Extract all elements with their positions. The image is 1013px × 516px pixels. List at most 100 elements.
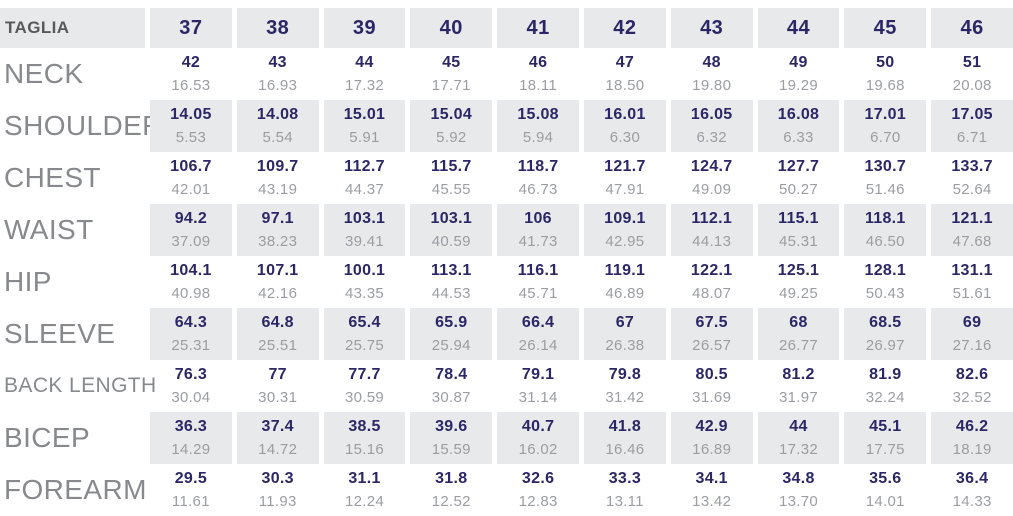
cm-value: 43	[268, 53, 287, 71]
cm-value: 64.8	[261, 313, 294, 331]
row-label: CHEST	[4, 162, 101, 193]
cm-value: 46.2	[955, 417, 989, 435]
cm-value: 42.9	[695, 417, 728, 435]
inch-value: 30.87	[431, 388, 471, 406]
measurement-cell: 119.1 46.89	[584, 256, 666, 308]
cm-value: 17.05	[951, 105, 993, 123]
inch-value: 26.14	[518, 336, 558, 354]
inch-value: 45.71	[518, 284, 558, 302]
inch-value: 17.32	[344, 76, 385, 94]
inch-value: 44.53	[431, 284, 471, 302]
measurement-cell: 97.1 38.23	[236, 204, 319, 256]
inch-value: 31.69	[692, 388, 732, 406]
cm-value: 115.1	[778, 209, 819, 227]
cm-value: 42	[181, 53, 201, 71]
measurement-cell: 46 18.11	[497, 48, 579, 100]
inch-value: 47.68	[952, 232, 992, 250]
measurement-cell: 29.5 11.61	[150, 464, 232, 516]
cm-value: 68.5	[869, 313, 902, 331]
measurement-cell: 127.7 50.27	[758, 152, 840, 204]
measurement-cell: 45.1 17.75	[844, 412, 927, 464]
inch-value: 43.35	[344, 284, 385, 302]
measurement-cell: 115.7 45.55	[410, 152, 492, 204]
cm-value: 80.5	[695, 365, 728, 383]
inch-value: 48.07	[692, 284, 732, 302]
cm-value: 112.7	[344, 157, 385, 175]
measurement-cell: 80.5 31.69	[671, 360, 753, 412]
cm-value: 133.7	[951, 157, 993, 175]
inch-value: 25.31	[171, 336, 211, 354]
measurement-cell: 64.3 25.31	[150, 308, 232, 360]
measurement-cell: 42.9 16.89	[670, 412, 753, 464]
cm-value: 121.7	[604, 157, 646, 175]
cm-value: 128.1	[864, 261, 907, 279]
inch-value: 42.95	[605, 232, 645, 250]
measurement-cell: 128.1 50.43	[844, 256, 926, 308]
row-label: HIP	[4, 266, 52, 297]
cm-value: 76.3	[174, 365, 208, 383]
inch-value: 14.01	[865, 492, 905, 510]
inch-value: 50.43	[865, 284, 905, 302]
inch-value: 16.46	[605, 440, 645, 458]
inch-value: 42.01	[171, 180, 211, 198]
cm-value: 79.1	[521, 365, 555, 383]
cm-value: 45	[442, 53, 461, 71]
inch-value: 26.77	[778, 336, 819, 354]
cm-value: 131.1	[951, 261, 993, 279]
cm-value: 68	[789, 313, 808, 331]
size-column-header: 42	[584, 8, 666, 48]
inch-value: 12.52	[431, 492, 471, 510]
measurement-cell: 31.1 12.24	[324, 464, 406, 516]
cm-value: 49	[789, 53, 808, 71]
measurement-cell: 65.4 25.75	[323, 308, 406, 360]
cm-value: 116.1	[517, 261, 559, 279]
measurement-cell: 30.3 11.93	[237, 464, 319, 516]
measurement-cell: 14.08 5.54	[236, 100, 319, 152]
cm-value: 37.4	[261, 417, 294, 435]
measurement-cell: 116.1 45.71	[497, 256, 579, 308]
inch-value: 5.94	[522, 128, 554, 146]
inch-value: 6.70	[870, 128, 901, 146]
cm-value: 130.7	[864, 157, 907, 175]
cm-value: 44	[355, 53, 374, 71]
measurement-cell: 46.2 18.19	[931, 412, 1013, 464]
measurement-cell: 106.7 42.01	[150, 152, 232, 204]
size-column-header: 40	[410, 8, 493, 48]
measurement-cell: 107.1 42.16	[237, 256, 319, 308]
cm-value: 31.1	[348, 469, 381, 487]
cm-value: 16.05	[690, 105, 733, 123]
inch-value: 51.46	[865, 180, 905, 198]
size-column-header: 46	[931, 8, 1013, 48]
cm-value: 33.3	[608, 469, 642, 487]
cm-value: 66.4	[521, 313, 555, 331]
inch-value: 6.30	[609, 128, 641, 146]
row-label: NECK	[4, 58, 84, 89]
measurement-cell: 112.1 44.13	[670, 204, 753, 256]
cm-value: 48	[702, 53, 721, 71]
cm-value: 50	[876, 53, 895, 71]
inch-value: 31.97	[778, 388, 819, 406]
cm-value: 109.1	[604, 209, 646, 227]
inch-value: 14.72	[258, 440, 298, 458]
cm-value: 36.3	[174, 417, 208, 435]
inch-value: 18.50	[605, 76, 645, 94]
inch-value: 50.27	[778, 180, 819, 198]
cm-value: 79.8	[608, 365, 642, 383]
measurement-cell: 106 41.73	[497, 204, 579, 256]
cm-value: 103.1	[343, 209, 386, 227]
cm-value: 81.2	[782, 365, 815, 383]
cm-value: 36.4	[955, 469, 989, 487]
inch-value: 40.59	[431, 232, 471, 250]
measurement-cell: 100.1 43.35	[324, 256, 406, 308]
inch-value: 16.02	[518, 440, 558, 458]
measurement-cell: 65.9 25.94	[410, 308, 493, 360]
measurement-cell: 81.2 31.97	[758, 360, 840, 412]
cm-value: 38.5	[348, 417, 381, 435]
measurement-cell: 94.2 37.09	[150, 204, 232, 256]
inch-value: 45.55	[431, 180, 471, 198]
row-label: FOREARM	[4, 474, 147, 505]
measurement-cell: 113.1 44.53	[410, 256, 492, 308]
cm-value: 100.1	[343, 261, 386, 279]
cm-value: 107.1	[256, 261, 299, 279]
